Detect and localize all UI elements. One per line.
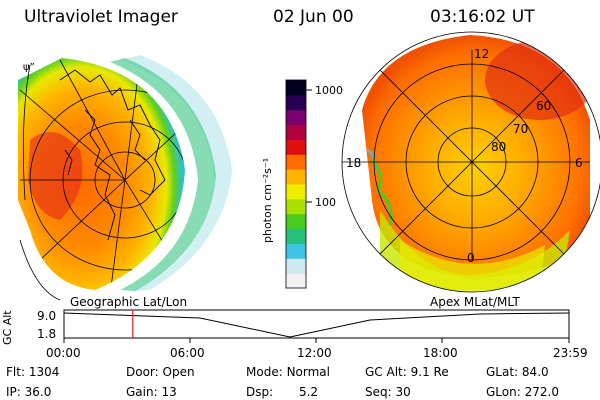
status-gc-alt: GC Alt: 9.1 Re <box>365 365 449 379</box>
altitude-curve <box>63 312 570 338</box>
status-glat: GLat: 84.0 <box>486 365 549 379</box>
left-grid <box>19 59 185 290</box>
xtick-2359: 23:59 <box>553 346 588 360</box>
colorbar-tick-1000: 1000 <box>315 84 343 97</box>
xtick-1200: 12:00 <box>297 346 332 360</box>
colorbar-tick-100: 100 <box>315 196 336 209</box>
altitude-ylabel: GC Alt <box>1 310 14 345</box>
time: 03:16:02 UT <box>430 7 535 27</box>
mlt-label-0: 0 <box>467 251 475 265</box>
status-door: Door: Open <box>126 365 195 379</box>
colorbar-swatch <box>286 80 306 96</box>
colorbar-swatch <box>286 198 306 215</box>
colorbar-swatch <box>286 139 306 155</box>
coastlines <box>59 69 166 241</box>
xtick-1800: 18:00 <box>423 346 458 360</box>
polar-grid <box>341 31 600 293</box>
status-dsp: Dsp: 5.2 <box>246 385 319 399</box>
title: Ultraviolet Imager <box>24 7 178 27</box>
xtick-0000: 00:00 <box>46 346 81 360</box>
svg-text:ψ”: ψ” <box>23 62 35 73</box>
colorbar-swatch <box>286 169 306 185</box>
lat-label-80: 80 <box>491 140 507 154</box>
colorbar-swatch <box>286 109 306 126</box>
mlt-label-18: 18 <box>346 156 362 170</box>
colorbar-swatch <box>286 154 306 170</box>
left-aurora <box>18 58 185 290</box>
date: 02 Jun 00 <box>273 7 354 27</box>
left-halo <box>110 55 232 292</box>
lat-label-60: 60 <box>536 99 552 113</box>
lat-label-70: 70 <box>513 122 529 136</box>
altitude-ytick-top: 9.0 <box>37 309 57 323</box>
status-mode: Mode: Normal <box>246 365 330 379</box>
colorbar-swatch <box>286 213 306 230</box>
colorbar-swatch <box>286 94 306 111</box>
status-glon: GLon: 272.0 <box>486 385 559 399</box>
status-seq: Seq: 30 <box>365 385 411 399</box>
colorbar-swatch <box>286 184 306 200</box>
mlt-label-12: 12 <box>474 47 490 61</box>
colorbar-swatch <box>286 243 306 259</box>
right-panel-label: Apex MLat/MLT <box>430 295 520 309</box>
mlt-label-6: 6 <box>575 156 583 170</box>
colorbar-swatch <box>286 258 306 274</box>
status-gain: Gain: 13 <box>126 385 177 399</box>
colorbar-swatch <box>286 228 306 244</box>
left-panel-label: Geographic Lat/Lon <box>70 295 188 309</box>
xtick-0600: 06:00 <box>170 346 205 360</box>
status-ip: IP: 36.0 <box>6 385 52 399</box>
colorbar-swatch <box>286 124 306 140</box>
altitude-ytick-bottom: 1.8 <box>37 327 57 341</box>
colorbar-swatch <box>286 273 306 289</box>
status-flt: Flt: 1304 <box>6 365 60 379</box>
colorbar-swatches <box>286 80 306 289</box>
